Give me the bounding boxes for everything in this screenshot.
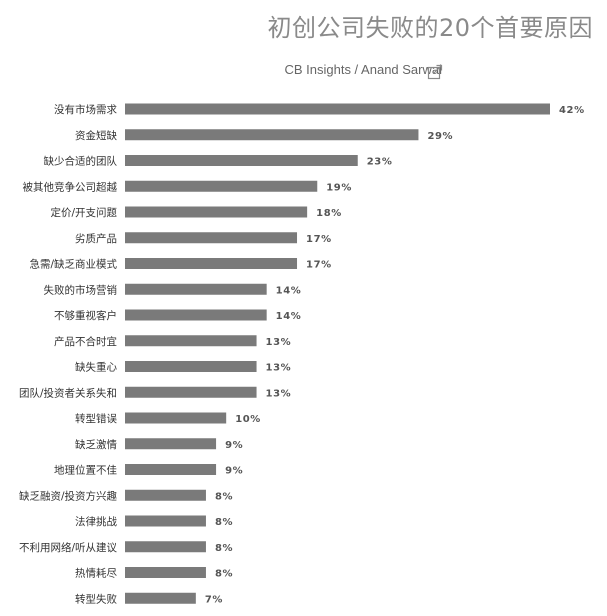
value-label: 29% — [427, 131, 453, 142]
category-label: 没有市场需求 — [54, 103, 117, 116]
category-label: 团队/投资者关系失和 — [19, 386, 117, 399]
category-label: 缺失重心 — [75, 361, 117, 374]
value-label: 9% — [225, 466, 243, 477]
bar — [125, 258, 298, 269]
category-label: 法律挑战 — [75, 515, 117, 528]
value-label: 8% — [215, 569, 233, 580]
bar — [125, 335, 257, 347]
value-label: 14% — [276, 285, 302, 296]
value-label: 17% — [306, 234, 332, 245]
bar — [125, 283, 267, 295]
value-label: 8% — [215, 491, 233, 502]
category-label: 热情耗尽 — [75, 567, 117, 580]
category-label: 不利用网络/听从建议 — [19, 541, 118, 554]
category-label: 转型错误 — [75, 412, 117, 425]
bar — [125, 129, 419, 141]
bar — [125, 541, 206, 553]
category-label: 地理位置不佳 — [54, 464, 117, 477]
value-label: 13% — [266, 337, 292, 348]
value-label: 14% — [276, 311, 302, 322]
value-label: 23% — [367, 157, 393, 168]
bar — [125, 361, 257, 372]
category-label: 转型失败 — [75, 592, 117, 605]
category-label: 缺少合适的团队 — [44, 155, 118, 168]
bar — [125, 567, 206, 578]
bar — [125, 155, 358, 166]
value-label: 18% — [316, 208, 342, 219]
chart-source: CB Insights / Anand Sarwal — [284, 62, 442, 77]
bar — [125, 489, 206, 501]
value-label: 17% — [306, 260, 332, 271]
category-label: 缺乏激情 — [75, 438, 117, 451]
bar — [125, 464, 217, 475]
value-label: 8% — [215, 517, 233, 528]
bar — [125, 412, 227, 424]
value-label: 7% — [205, 594, 223, 605]
category-label: 急需/缺乏商业模式 — [29, 258, 117, 271]
category-label: 劣质产品 — [75, 232, 117, 245]
bar — [125, 592, 196, 604]
value-label: 42% — [559, 105, 585, 116]
bar — [125, 206, 308, 218]
value-label: 19% — [326, 182, 352, 193]
bar — [125, 232, 298, 244]
value-label: 13% — [266, 363, 292, 374]
category-label: 缺乏融资/投资方兴趣 — [19, 489, 118, 502]
bar — [125, 438, 217, 450]
category-label: 资金短缺 — [75, 129, 117, 142]
bar — [125, 386, 257, 398]
bar — [125, 103, 550, 115]
value-label: 8% — [215, 543, 233, 554]
category-label: 不够重视客户 — [54, 309, 117, 322]
value-label: 9% — [225, 440, 243, 451]
bar — [125, 180, 318, 192]
category-label: 定价/开支问题 — [50, 206, 117, 219]
category-label: 产品不合时宜 — [54, 335, 117, 348]
bar — [125, 309, 267, 321]
category-label: 失败的市场营销 — [44, 283, 118, 296]
external-link-icon[interactable] — [427, 64, 443, 80]
chart-title: 初创公司失败的20个首要原因 — [267, 14, 593, 42]
value-label: 13% — [266, 388, 292, 399]
category-label: 被其他竞争公司超越 — [23, 180, 118, 193]
value-label: 10% — [235, 414, 261, 425]
bar — [125, 515, 206, 527]
